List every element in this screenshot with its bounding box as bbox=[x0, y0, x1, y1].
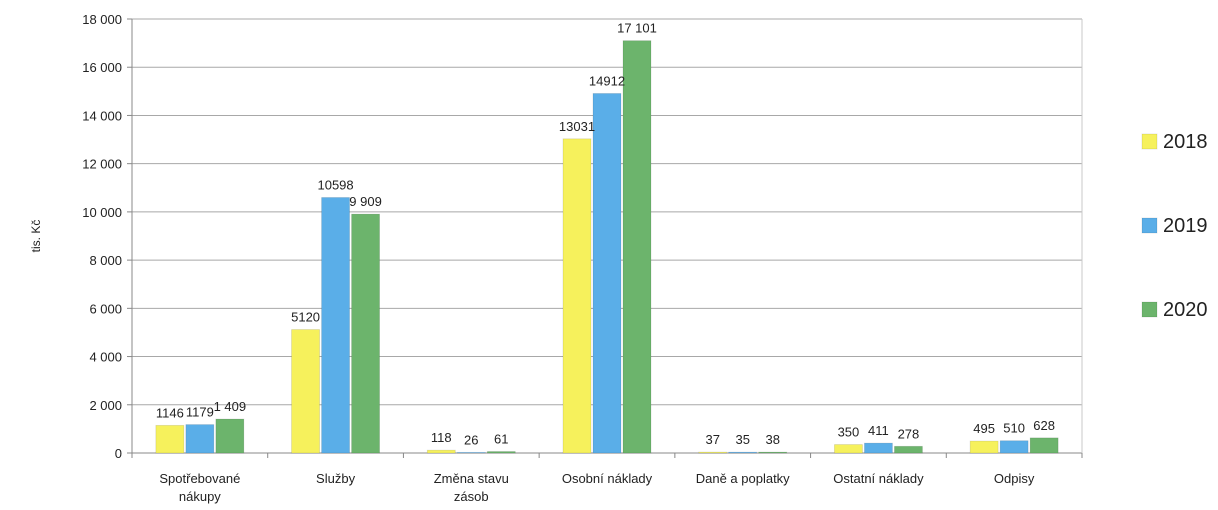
data-label: 411 bbox=[868, 423, 889, 438]
bar-2018 bbox=[563, 139, 591, 453]
data-label: 13031 bbox=[559, 119, 595, 134]
bar-2020 bbox=[894, 446, 922, 453]
category-label: Odpisy bbox=[994, 471, 1035, 486]
data-label: 628 bbox=[1033, 418, 1055, 433]
category-label-line: nákupy bbox=[179, 489, 221, 504]
data-label: 350 bbox=[838, 425, 860, 440]
y-tick-label: 6 000 bbox=[89, 301, 122, 316]
category-label-line: Odpisy bbox=[994, 471, 1035, 486]
data-label: 278 bbox=[898, 426, 920, 441]
bar-2019 bbox=[729, 452, 757, 453]
bar-2020 bbox=[1030, 438, 1058, 453]
data-label: 61 bbox=[494, 432, 508, 447]
y-tick-label: 2 000 bbox=[89, 398, 122, 413]
legend-swatch-2018 bbox=[1142, 134, 1157, 149]
legend-label-2018: 2018 bbox=[1163, 131, 1208, 153]
data-label: 35 bbox=[735, 432, 749, 447]
legend-label-2019: 2019 bbox=[1163, 215, 1208, 237]
bar-2020 bbox=[352, 214, 380, 453]
bar-2020 bbox=[487, 452, 515, 453]
bar-2018 bbox=[834, 445, 862, 453]
category-label: Spotřebované nákupy bbox=[159, 471, 240, 504]
bar-2019 bbox=[1000, 441, 1028, 453]
data-label: 17 101 bbox=[617, 21, 657, 36]
y-axis-ticks: 0 2 000 4 000 6 000 8 000 10 000 12 000 14 000 1… bbox=[82, 12, 122, 461]
category-label-line: Služby bbox=[316, 471, 356, 486]
category-label: Daně a poplatky bbox=[696, 471, 790, 486]
bars bbox=[156, 41, 1058, 453]
bar-2019 bbox=[322, 197, 350, 453]
data-label: 495 bbox=[973, 421, 995, 436]
data-label: 1 409 bbox=[214, 399, 247, 414]
legend-swatch-2019 bbox=[1142, 218, 1157, 233]
category-label-line: Osobní náklady bbox=[562, 471, 653, 486]
data-label: 510 bbox=[1003, 421, 1025, 436]
legend-label-2020: 2020 bbox=[1163, 299, 1208, 321]
data-label: 38 bbox=[765, 432, 779, 447]
bar-2019 bbox=[457, 452, 485, 453]
category-label-line: Ostatní náklady bbox=[833, 471, 924, 486]
y-tick-label: 4 000 bbox=[89, 350, 122, 365]
category-label-line: zásob bbox=[454, 489, 489, 504]
category-label-line: Daně a poplatky bbox=[696, 471, 790, 486]
bar-2019 bbox=[864, 443, 892, 453]
category-label: Osobní náklady bbox=[562, 471, 653, 486]
legend: 2018 2019 2020 bbox=[1142, 131, 1208, 321]
bar-2018 bbox=[156, 425, 184, 453]
bar-2019 bbox=[593, 93, 621, 453]
category-label: Změna stavu zásob bbox=[434, 471, 509, 504]
bar-2018 bbox=[292, 330, 320, 453]
y-tick-label: 8 000 bbox=[89, 253, 122, 268]
y-tick-label: 14 000 bbox=[82, 108, 122, 123]
y-tick-label: 16 000 bbox=[82, 60, 122, 75]
bar-2020 bbox=[759, 452, 787, 453]
bar-2018 bbox=[699, 452, 727, 453]
data-label: 9 909 bbox=[349, 194, 382, 209]
data-label: 118 bbox=[431, 430, 452, 445]
bar-2018 bbox=[427, 450, 455, 453]
bar-2018 bbox=[970, 441, 998, 453]
x-axis-categories: Spotřebované nákupy Služby Změna stavu zásob… bbox=[159, 471, 1034, 504]
data-label: 37 bbox=[705, 432, 719, 447]
bar-2020 bbox=[216, 419, 244, 453]
data-label: 5120 bbox=[291, 310, 320, 325]
data-label: 26 bbox=[464, 432, 478, 447]
bar-2020 bbox=[623, 41, 651, 453]
data-label: 1179 bbox=[186, 405, 214, 420]
category-label-line: Spotřebované bbox=[159, 471, 240, 486]
y-tick-label: 10 000 bbox=[82, 205, 122, 220]
y-tick-label: 12 000 bbox=[82, 157, 122, 172]
category-label-line: Změna stavu bbox=[434, 471, 509, 486]
legend-swatch-2020 bbox=[1142, 302, 1157, 317]
category-label: Ostatní náklady bbox=[833, 471, 924, 486]
data-label: 1146 bbox=[156, 405, 184, 420]
data-label: 10598 bbox=[317, 177, 353, 192]
y-tick-label: 18 000 bbox=[82, 12, 122, 27]
y-tick-label: 0 bbox=[115, 446, 122, 461]
bar-2019 bbox=[186, 425, 214, 453]
data-label: 14912 bbox=[589, 73, 625, 88]
category-label: Služby bbox=[316, 471, 356, 486]
y-axis-label: tis. Kč bbox=[29, 220, 43, 253]
